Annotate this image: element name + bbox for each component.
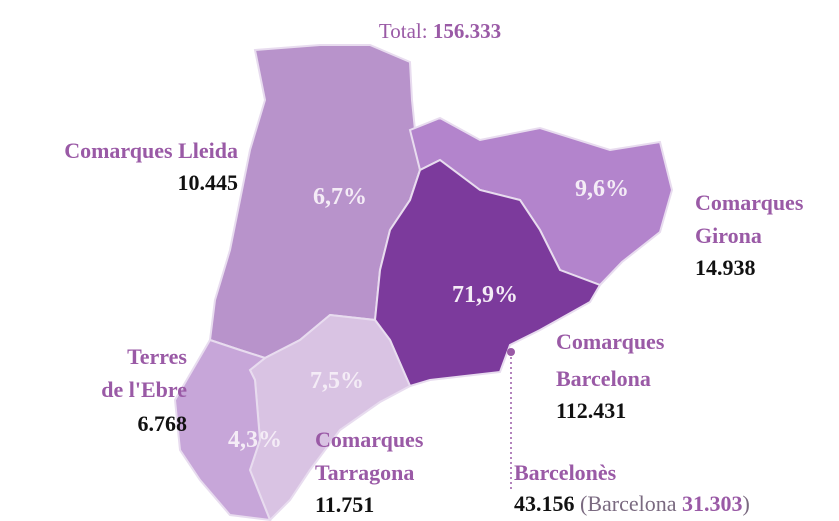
region-ebre xyxy=(173,338,272,521)
share: 71,9% xyxy=(452,282,518,308)
region-barcelona xyxy=(373,158,602,388)
region-value: 14.938 xyxy=(695,255,756,280)
share: 4,3% xyxy=(228,427,282,453)
barcelones-name: Barcelonès xyxy=(514,460,617,485)
region-name: Girona xyxy=(695,223,762,248)
barcelones-dot xyxy=(507,348,515,356)
region-name: Comarques Lleida xyxy=(64,138,238,163)
region-name: Terres xyxy=(127,344,187,369)
region-name: Comarques xyxy=(556,329,665,354)
region-value: 112.431 xyxy=(556,398,626,423)
share: 7,5% xyxy=(310,368,364,394)
region-name: Comarques xyxy=(695,190,804,215)
region-value: 11.751 xyxy=(315,492,374,517)
region-name: Barcelona xyxy=(556,366,651,391)
region-value: 10.445 xyxy=(178,170,239,195)
region-name: de l'Ebre xyxy=(101,377,187,402)
share: 9,6% xyxy=(575,176,629,202)
barcelones-line: 43.156 (Barcelona 31.303) xyxy=(514,491,750,516)
region-name: Comarques xyxy=(315,427,424,452)
title: Total: 156.333 xyxy=(379,19,501,43)
region-value: 6.768 xyxy=(138,411,188,436)
share: 6,7% xyxy=(313,184,367,210)
region-name: Tarragona xyxy=(315,460,414,485)
